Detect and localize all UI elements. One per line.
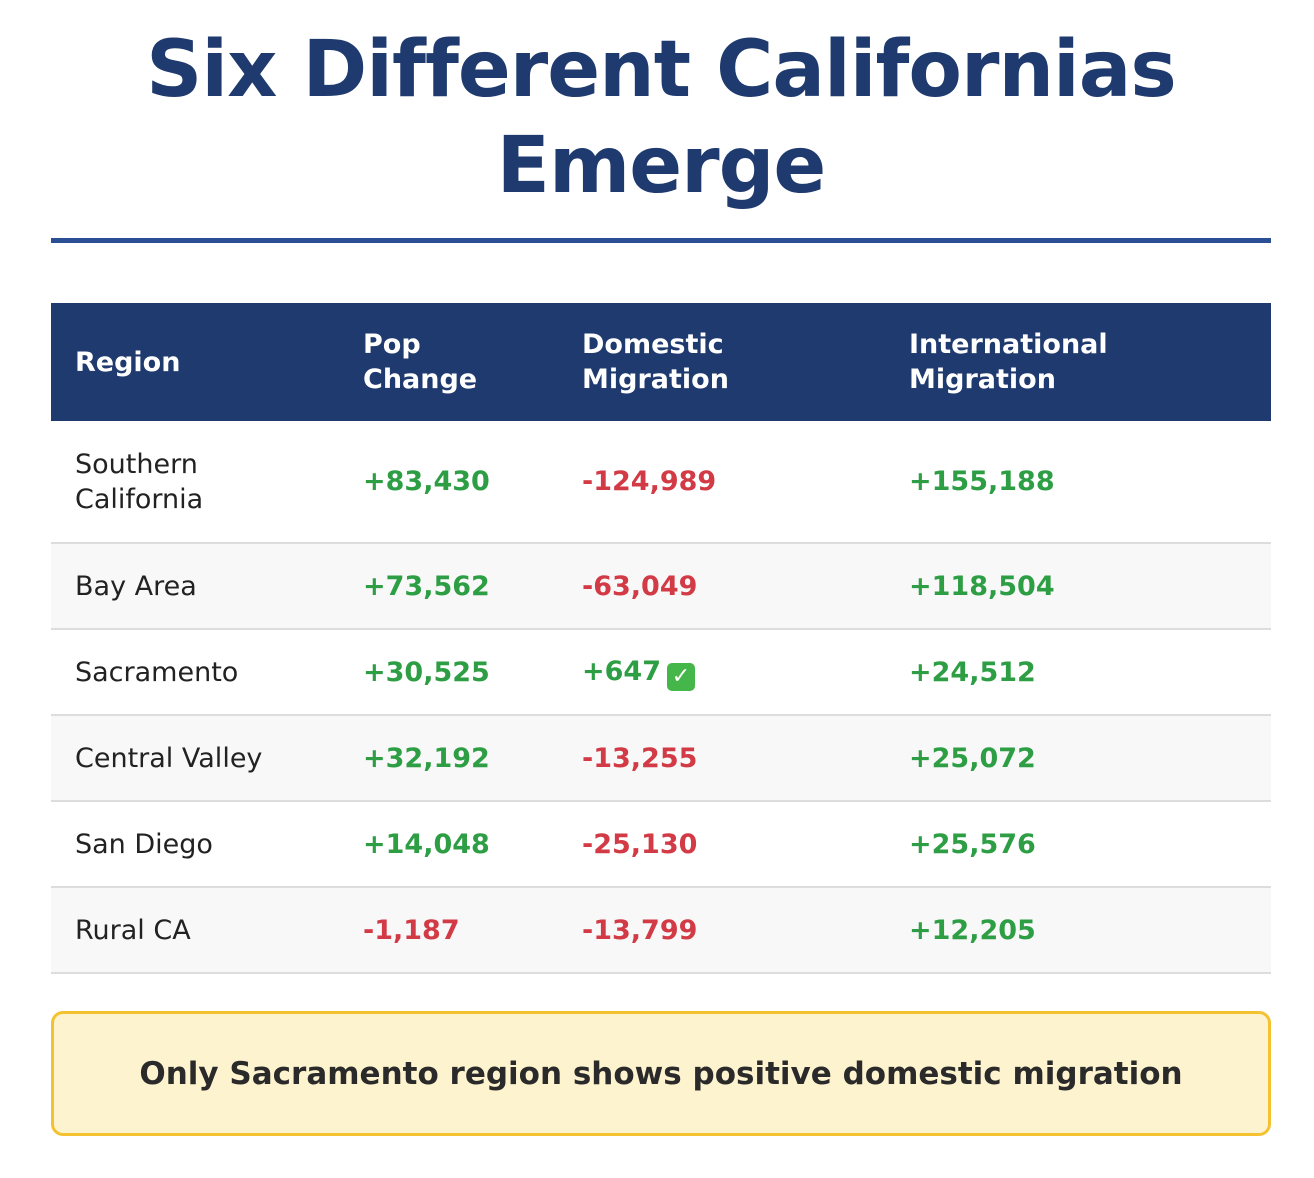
table-row: San Diego +14,048 -25,130 +25,576 xyxy=(51,801,1271,888)
cell-value: +25,072 xyxy=(909,742,1036,774)
region-cell: Sacramento xyxy=(51,629,339,716)
cell-value: +647 xyxy=(582,655,661,687)
cell-value: -124,989 xyxy=(582,466,717,497)
cell-value: +83,430 xyxy=(363,466,490,497)
region-name: Central Valley xyxy=(75,742,263,774)
domestic-migration-cell: +647 ✓ xyxy=(558,629,885,716)
region-cell: San Diego xyxy=(51,801,339,888)
header-international-migration: International Migration xyxy=(885,303,1271,421)
region-name: California xyxy=(75,483,204,515)
column-header-line: International xyxy=(909,329,1108,360)
cell-value: -13,799 xyxy=(582,914,698,946)
column-header-line: Region xyxy=(75,346,181,378)
cell-value: +12,205 xyxy=(909,914,1036,946)
region-name: Rural CA xyxy=(75,914,191,946)
region-name: San Diego xyxy=(75,828,213,860)
title-line-2: Emerge xyxy=(496,121,827,211)
region-cell: Central Valley xyxy=(51,715,339,802)
pop-change-cell: +32,192 xyxy=(339,715,558,802)
international-migration-cell: +155,188 xyxy=(885,421,1271,544)
domestic-migration-cell: -63,049 xyxy=(558,543,885,630)
callout-box: Only Sacramento region shows positive do… xyxy=(51,1011,1271,1136)
region-name: Bay Area xyxy=(75,570,197,602)
region-cell: Bay Area xyxy=(51,543,339,630)
pop-change-cell: +83,430 xyxy=(339,421,558,544)
domestic-migration-cell: -124,989 xyxy=(558,421,885,544)
pop-change-cell: -1,187 xyxy=(339,887,558,974)
table-body: Southern California +83,430 -124,989 +155,18… xyxy=(51,421,1271,974)
cell-value: +73,562 xyxy=(363,570,490,602)
international-migration-cell: +118,504 xyxy=(885,543,1271,630)
international-migration-cell: +25,072 xyxy=(885,715,1271,802)
table-row: Southern California +83,430 -124,989 +155,18… xyxy=(51,421,1271,544)
column-header-line: Pop xyxy=(363,329,421,360)
domestic-migration-cell: -13,799 xyxy=(558,887,885,974)
header-domestic-migration: Domestic Migration xyxy=(558,303,885,421)
international-migration-cell: +12,205 xyxy=(885,887,1271,974)
cell-value: -63,049 xyxy=(582,570,698,602)
cell-value: +30,525 xyxy=(363,656,490,688)
check-mark-icon: ✓ xyxy=(666,662,695,691)
table-row: Bay Area +73,562 -63,049 +118,504 xyxy=(51,543,1271,630)
page: Six Different Californias Emerge Region P… xyxy=(51,0,1271,1136)
page-title: Six Different Californias Emerge xyxy=(51,0,1271,214)
international-migration-cell: +24,512 xyxy=(885,629,1271,716)
header-region: Region xyxy=(51,303,339,421)
column-header-line: Migration xyxy=(582,364,729,395)
table-row: Central Valley +32,192 -13,255 +25,072 xyxy=(51,715,1271,802)
region-cell: Southern California xyxy=(51,421,339,544)
cell-value: -1,187 xyxy=(363,914,460,946)
table-header-row: Region Pop Change Domestic Migration Internat… xyxy=(51,303,1271,421)
cell-value: +118,504 xyxy=(909,570,1055,602)
pop-change-cell: +73,562 xyxy=(339,543,558,630)
region-name: Southern xyxy=(75,448,198,480)
table-row: Sacramento +30,525 +647 ✓ +24,512 xyxy=(51,629,1271,716)
cell-value: -25,130 xyxy=(582,828,698,860)
cell-value: +24,512 xyxy=(909,656,1036,688)
migration-table: Region Pop Change Domestic Migration Internat… xyxy=(51,303,1271,974)
pop-change-cell: +14,048 xyxy=(339,801,558,888)
region-name: Sacramento xyxy=(75,656,239,688)
domestic-migration-cell: -25,130 xyxy=(558,801,885,888)
cell-value: +155,188 xyxy=(909,466,1055,497)
header-pop-change: Pop Change xyxy=(339,303,558,421)
cell-value: +32,192 xyxy=(363,742,490,774)
region-cell: Rural CA xyxy=(51,887,339,974)
cell-value: +25,576 xyxy=(909,828,1036,860)
international-migration-cell: +25,576 xyxy=(885,801,1271,888)
column-header-line: Migration xyxy=(909,364,1056,395)
cell-value: -13,255 xyxy=(582,742,698,774)
title-line-1: Six Different Californias xyxy=(146,25,1177,115)
title-divider xyxy=(51,238,1271,243)
pop-change-cell: +30,525 xyxy=(339,629,558,716)
cell-value: +14,048 xyxy=(363,828,490,860)
column-header-line: Domestic xyxy=(582,329,724,360)
callout-text: Only Sacramento region shows positive do… xyxy=(139,1055,1183,1092)
column-header-line: Change xyxy=(363,364,478,395)
table-row: Rural CA -1,187 -13,799 +12,205 xyxy=(51,887,1271,974)
domestic-migration-cell: -13,255 xyxy=(558,715,885,802)
